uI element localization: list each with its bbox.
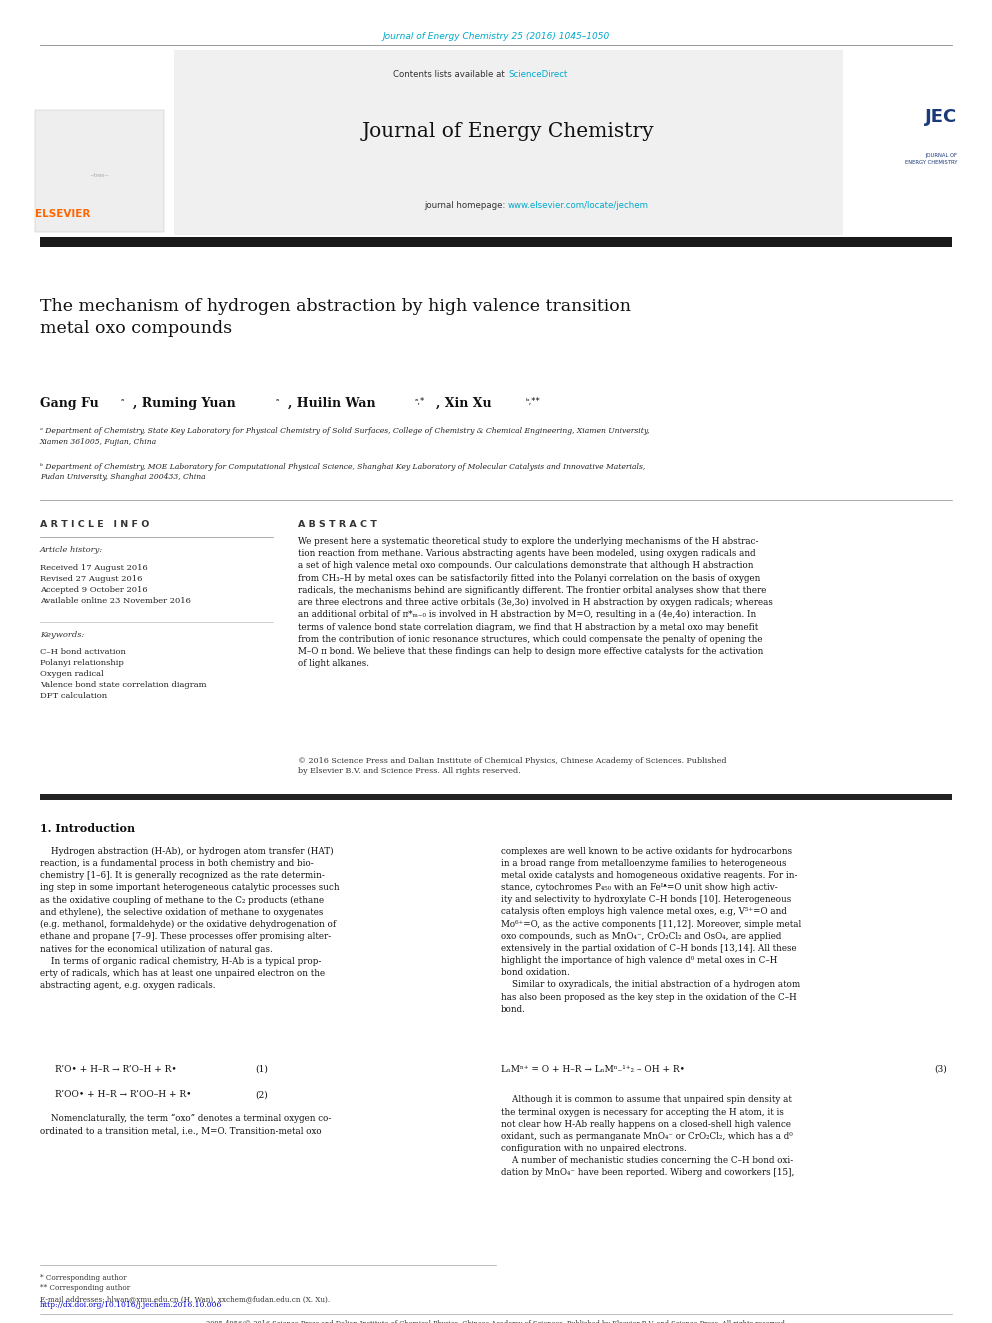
Text: Journal of Energy Chemistry 25 (2016) 1045–1050: Journal of Energy Chemistry 25 (2016) 10… <box>382 32 610 41</box>
Text: R’O• + H–R → R’O–H + R•: R’O• + H–R → R’O–H + R• <box>55 1065 177 1074</box>
Text: ELSEVIER: ELSEVIER <box>35 209 90 220</box>
Text: R’OO• + H–R → R’OO–H + R•: R’OO• + H–R → R’OO–H + R• <box>55 1090 191 1099</box>
Text: (2): (2) <box>255 1090 268 1099</box>
Text: Article history:: Article history: <box>40 546 103 554</box>
Text: A B S T R A C T: A B S T R A C T <box>298 520 377 529</box>
Text: The mechanism of hydrogen abstraction by high valence transition
metal oxo compo: The mechanism of hydrogen abstraction by… <box>40 298 631 337</box>
Text: A R T I C L E   I N F O: A R T I C L E I N F O <box>40 520 149 529</box>
Text: JEC: JEC <box>925 108 957 127</box>
Text: C–H bond activation
Polanyi relationship
Oxygen radical
Valence bond state corre: C–H bond activation Polanyi relationship… <box>40 648 206 700</box>
Text: Hydrogen abstraction (H-Ab), or hydrogen atom transfer (HAT)
reaction, is a fund: Hydrogen abstraction (H-Ab), or hydrogen… <box>40 847 339 990</box>
Text: * Corresponding author
** Corresponding author
E-mail addresses: hlwan@xmu.edu.c: * Corresponding author ** Corresponding … <box>40 1274 329 1303</box>
Bar <box>35 110 164 232</box>
Text: Nomenclaturally, the term “oxo” denotes a terminal oxygen co-
ordinated to a tra: Nomenclaturally, the term “oxo” denotes … <box>40 1114 331 1135</box>
Text: , Xin Xu: , Xin Xu <box>436 397 492 410</box>
Text: ᵃ: ᵃ <box>276 397 279 406</box>
Text: Contents lists available at: Contents lists available at <box>394 70 508 79</box>
Text: ScienceDirect: ScienceDirect <box>508 70 567 79</box>
Text: complexes are well known to be active oxidants for hydrocarbons
in a broad range: complexes are well known to be active ox… <box>501 847 802 1013</box>
Text: We present here a systematic theoretical study to explore the underlying mechani: We present here a systematic theoretical… <box>298 537 773 668</box>
Text: Gang Fu: Gang Fu <box>40 397 98 410</box>
Bar <box>40 794 952 800</box>
Text: journal homepage:: journal homepage: <box>424 201 508 210</box>
Text: http://dx.doi.org/10.1016/j.jechem.2016.10.006: http://dx.doi.org/10.1016/j.jechem.2016.… <box>40 1301 222 1308</box>
Text: ᵇ,**: ᵇ,** <box>526 397 541 406</box>
Text: ᵃ: ᵃ <box>121 397 124 406</box>
Bar <box>40 237 952 247</box>
Text: 1. Introduction: 1. Introduction <box>40 823 135 833</box>
Text: ᵃ Department of Chemistry, State Key Laboratory for Physical Chemistry of Solid : ᵃ Department of Chemistry, State Key Lab… <box>40 427 649 446</box>
Bar <box>174 50 843 235</box>
Text: © 2016 Science Press and Dalian Institute of Chemical Physics, Chinese Academy o: © 2016 Science Press and Dalian Institut… <box>298 757 726 775</box>
Text: 2095-4956/© 2016 Science Press and Dalian Institute of Chemical Physics, Chinese: 2095-4956/© 2016 Science Press and Dalia… <box>205 1320 787 1323</box>
Text: (1): (1) <box>255 1065 268 1074</box>
Text: LₙMⁿ⁺ = O + H–R → LₙMⁿ₋¹⁺₂ – OH + R•: LₙMⁿ⁺ = O + H–R → LₙMⁿ₋¹⁺₂ – OH + R• <box>501 1065 684 1074</box>
Text: ᵇ Department of Chemistry, MOE Laboratory for Computational Physical Science, Sh: ᵇ Department of Chemistry, MOE Laborator… <box>40 463 645 482</box>
Text: Although it is common to assume that unpaired spin density at
the terminal oxyge: Although it is common to assume that unp… <box>501 1095 795 1177</box>
Text: Journal of Energy Chemistry: Journal of Energy Chemistry <box>362 122 654 140</box>
Text: ~tree~: ~tree~ <box>89 173 109 179</box>
Text: , Huilin Wan: , Huilin Wan <box>288 397 375 410</box>
Text: , Ruming Yuan: , Ruming Yuan <box>133 397 236 410</box>
Text: Received 17 August 2016
Revised 27 August 2016
Accepted 9 October 2016
Available: Received 17 August 2016 Revised 27 Augus… <box>40 564 190 605</box>
Text: Keywords:: Keywords: <box>40 631 84 639</box>
Text: (3): (3) <box>934 1065 947 1074</box>
Text: JOURNAL OF
ENERGY CHEMISTRY: JOURNAL OF ENERGY CHEMISTRY <box>905 153 957 165</box>
Text: ᵃ,*: ᵃ,* <box>415 397 425 406</box>
Text: www.elsevier.com/locate/jechem: www.elsevier.com/locate/jechem <box>508 201 649 210</box>
